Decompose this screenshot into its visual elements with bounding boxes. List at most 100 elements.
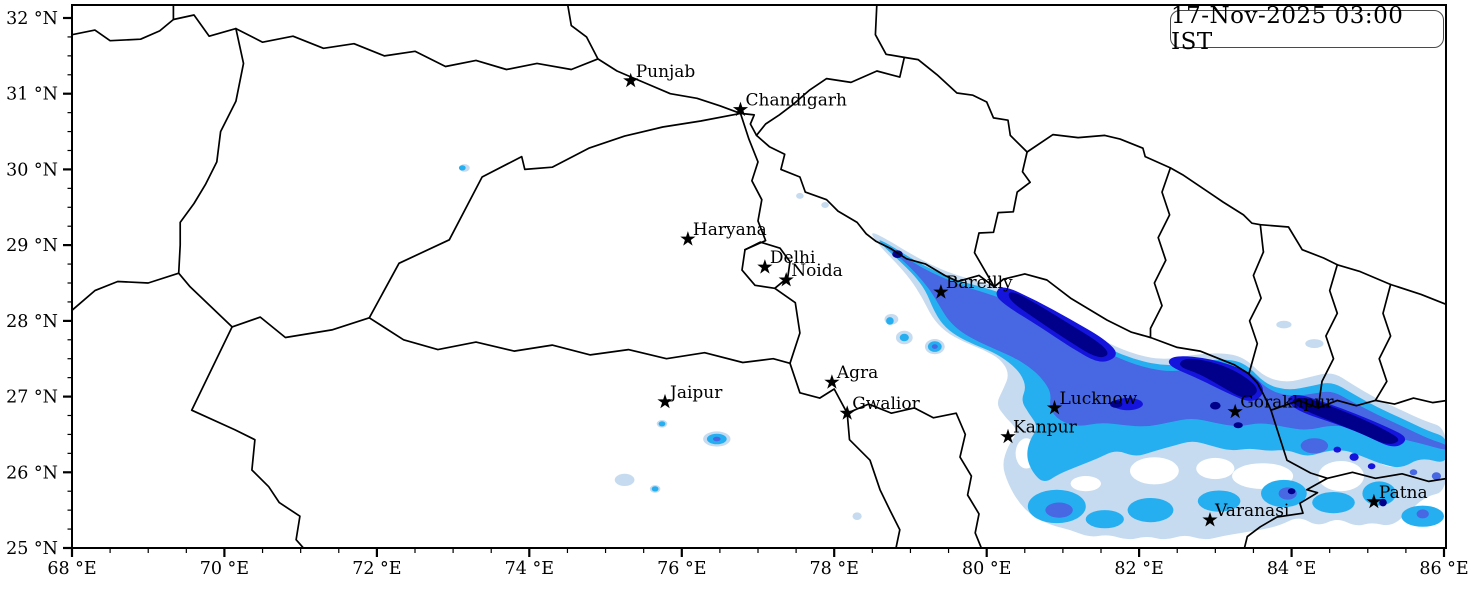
fog-patch-white [1130,457,1179,485]
state-border-line [1243,409,1329,548]
city-label-punjab: Punjab [636,62,696,82]
y-tick-label: 27 °N [6,388,58,408]
state-border-line [1374,283,1392,402]
fog-patch-navy [1233,422,1243,429]
x-tick-label: 78 °E [810,559,859,579]
fog-patch-blue [1349,453,1359,461]
state-border-line [190,326,305,548]
fog-patch-cyan [886,317,894,325]
state-border-line [755,134,1005,288]
fog-patch-royal [931,344,938,349]
city-marker-lucknow [1046,399,1063,415]
fog-patch-navy [1287,488,1296,495]
fog-patch-cyan [1312,492,1355,514]
state-borders-layer [72,5,1446,548]
fog-patch-pale [852,512,862,520]
fog-patch-cyan [1127,498,1174,523]
state-border-line [1002,273,1446,412]
state-border-line [903,56,1031,288]
y-tick-label: 28 °N [6,312,58,332]
fog-contour-navy [1008,292,1108,358]
fog-patch-pale [1305,339,1324,349]
fog-patch-blue [1333,446,1342,453]
city-marker-bareilly [933,284,949,299]
fog-patch-pale [614,473,635,486]
city-marker-chandigarh [732,101,749,117]
state-border-line [1326,471,1446,483]
city-label-agra: Agra [836,363,878,383]
city-marker-haryana [680,231,696,246]
city-label-varanasi: Varanasi [1214,501,1290,521]
fog-patch-white [1070,476,1102,492]
city-label-noida: Noida [791,261,843,281]
fog-patch-royal [1300,438,1329,454]
state-border-line [739,5,906,137]
city-label-gwalior: Gwalior [852,394,920,414]
y-tick-label: 32 °N [6,9,58,29]
fog-patch-cyan [899,333,909,342]
y-tick-label: 25 °N [6,539,58,559]
city-label-chandigarh: Chandigarh [746,91,848,111]
x-tick-label: 70 °E [200,559,249,579]
city-label-jaipur: Jaipur [668,383,723,403]
state-border-line [1259,223,1265,253]
state-border-line [1149,167,1172,339]
city-label-gorakhpur: Gorakhpur [1240,393,1334,413]
fog-contour-navy [1180,358,1257,398]
timestamp-badge: 17-Nov-2025 03:00 IST [1170,3,1444,55]
state-border-line [1248,251,1265,375]
fog-patch-royal [713,436,721,442]
state-border-line [72,272,233,328]
city-label-kanpur: Kanpur [1013,418,1078,438]
city-marker-delhi [757,259,773,274]
state-border-line [368,316,791,365]
state-border-line [1317,263,1339,409]
fog-patch-cyan [1085,510,1124,529]
y-tick-label: 26 °N [6,463,58,483]
state-border-line [72,14,599,71]
city-marker-patna [1366,493,1382,509]
state-border-line [846,403,983,548]
x-tick-label: 76 °E [657,559,706,579]
plot-frame [71,4,1447,549]
city-marker-gorakhpur [1227,403,1243,419]
city-label-haryana: Haryana [693,220,767,240]
fog-patch-cyan [458,165,466,171]
city-label-delhi: Delhi [770,248,816,268]
y-tick-label: 31 °N [6,85,58,105]
y-tick-label: 29 °N [6,236,58,256]
city-label-bareilly: Bareilly [946,273,1013,293]
fog-patch-cyan [651,486,659,492]
x-tick-label: 86 °E [1419,559,1468,579]
fog-patch-pale [796,192,804,199]
fog-patch-navy [1379,498,1387,507]
state-border-line [1026,133,1446,306]
x-tick-label: 84 °E [1267,559,1316,579]
city-label-patna: Patna [1379,483,1428,503]
state-border-line [231,112,742,339]
fog-patch-navy [892,250,903,258]
fog-patch-cyan [1197,490,1241,512]
city-label-lucknow: Lucknow [1060,389,1138,409]
fog-patch-blue [1112,398,1143,411]
fog-patch-royal [1409,469,1418,476]
fog-patch-navy [1110,400,1123,408]
fog-patch-cyan [658,421,666,427]
y-tick-label: 30 °N [6,160,58,180]
fog-patch-royal [1045,502,1073,518]
city-marker-agra [824,374,840,389]
fog-patch-royal [1416,509,1429,519]
state-border-line [177,27,245,275]
x-tick-label: 72 °E [352,559,401,579]
city-marker-jaipur [657,393,673,409]
state-border-line [773,287,901,548]
fog-shading-layer [458,164,1446,540]
city-marker-varanasi [1202,512,1218,527]
city-marker-noida [778,272,794,287]
fog-patch-white [1318,461,1364,492]
fog-patch-pale [1276,320,1292,329]
city-marker-kanpur [1000,428,1016,444]
